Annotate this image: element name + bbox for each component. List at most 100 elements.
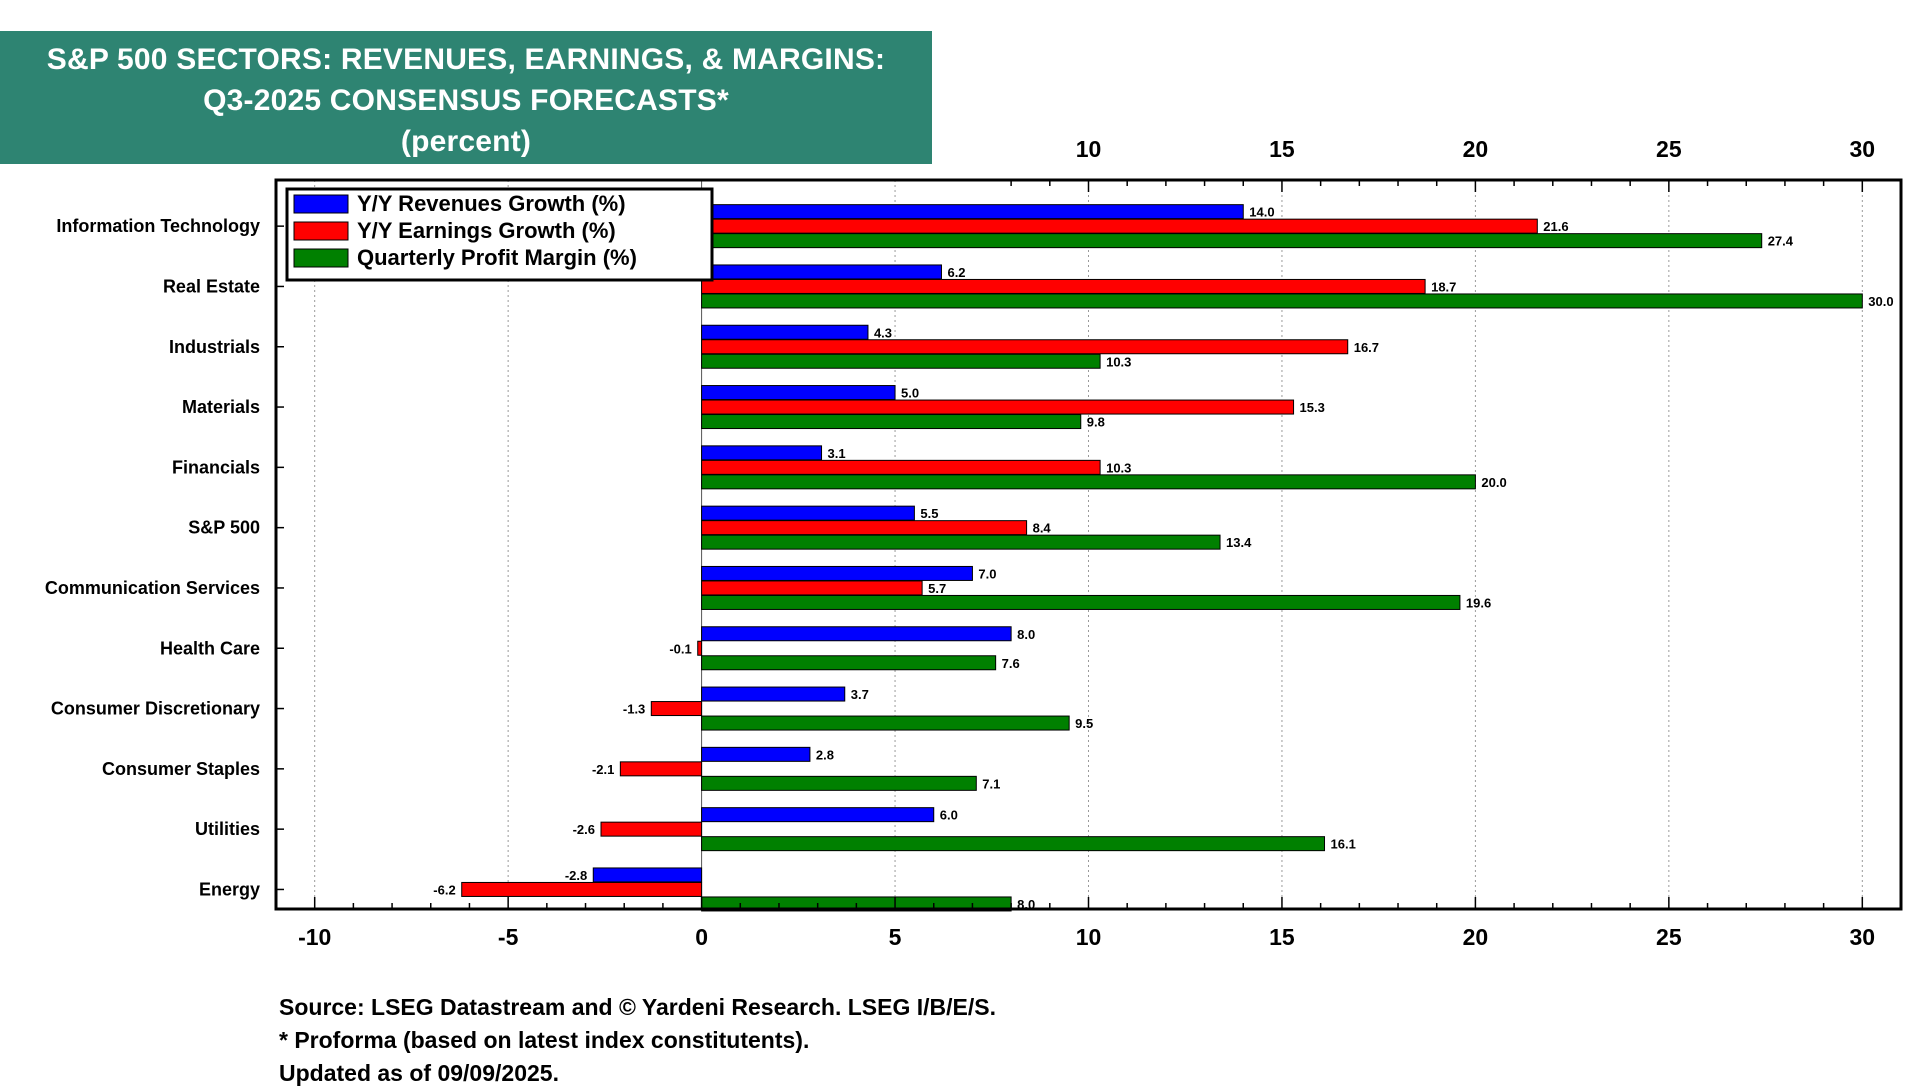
data-label: 8.0: [1017, 627, 1035, 642]
data-label: -1.3: [623, 702, 645, 717]
bar: [701, 686, 846, 702]
data-label: 7.0: [978, 566, 996, 581]
bar: [650, 701, 703, 717]
bar: [701, 385, 896, 401]
data-label: 10.3: [1106, 460, 1131, 475]
bar: [461, 881, 703, 897]
bar: [701, 715, 1070, 731]
bar: [701, 278, 1426, 294]
x-tick-label: 25: [1656, 924, 1682, 950]
x-tick-label: 15: [1269, 924, 1295, 950]
legend-swatch: [293, 194, 349, 214]
category-label: Materials: [182, 397, 260, 417]
legend-swatch: [293, 221, 349, 241]
bar: [701, 445, 823, 461]
category-label: Communication Services: [45, 578, 260, 598]
data-label: 7.1: [982, 776, 1000, 791]
bar: [701, 204, 1244, 220]
top-tick-label: 25: [1656, 136, 1682, 162]
chart-title-box: S&P 500 SECTORS: REVENUES, EARNINGS, & M…: [0, 31, 932, 164]
bar: [701, 339, 1349, 355]
bar: [701, 505, 915, 521]
bar: [701, 399, 1295, 415]
data-label: 13.4: [1226, 535, 1252, 550]
data-label: -2.8: [565, 868, 587, 883]
data-label: 20.0: [1481, 475, 1506, 490]
updated-note: Updated as of 09/09/2025.: [279, 1060, 559, 1086]
category-label: Industrials: [169, 337, 260, 357]
bar: [701, 775, 977, 791]
x-tick-label: 5: [889, 924, 902, 950]
chart-title-line2: Q3-2025 CONSENSUS FORECASTS*: [203, 84, 729, 117]
top-tick-label: 20: [1463, 136, 1489, 162]
data-label: 6.2: [947, 265, 965, 280]
bar: [701, 520, 1028, 536]
source-note: Source: LSEG Datastream and © Yardeni Re…: [279, 994, 996, 1020]
data-label: -6.2: [433, 882, 455, 897]
data-label: -2.1: [592, 762, 614, 777]
top-tick-label: 15: [1269, 136, 1295, 162]
bar: [701, 746, 811, 762]
x-tick-label: -10: [298, 924, 331, 950]
category-label: S&P 500: [188, 518, 260, 538]
category-label: Real Estate: [163, 276, 260, 296]
bar: [701, 293, 1863, 309]
data-label: 16.7: [1354, 340, 1379, 355]
data-label: 5.5: [920, 506, 938, 521]
data-label: 19.6: [1466, 595, 1491, 610]
legend-label: Y/Y Revenues Growth (%): [357, 191, 626, 216]
category-label: Consumer Staples: [102, 759, 260, 779]
data-label: 30.0: [1868, 294, 1893, 309]
category-label: Utilities: [195, 819, 260, 839]
data-label: -2.6: [573, 822, 595, 837]
top-tick-label: 30: [1850, 136, 1876, 162]
bar: [701, 353, 1101, 369]
bar: [600, 821, 703, 837]
bar: [701, 626, 1012, 642]
legend-box: [285, 187, 714, 282]
bar: [697, 640, 703, 656]
data-label: 21.6: [1543, 219, 1568, 234]
data-label: 9.8: [1087, 415, 1105, 430]
x-tick-label: 10: [1076, 924, 1102, 950]
bar: [701, 836, 1326, 852]
bar: [701, 414, 1082, 430]
data-label: 18.7: [1431, 279, 1456, 294]
bar: [701, 580, 923, 596]
legend-label: Quarterly Profit Margin (%): [357, 245, 637, 270]
bar: [701, 474, 1476, 490]
category-label: Financials: [172, 457, 260, 477]
data-label: 4.3: [874, 325, 892, 340]
data-label: 15.3: [1300, 400, 1325, 415]
bar: [701, 594, 1461, 610]
data-label: 5.7: [928, 581, 946, 596]
data-label: 9.5: [1075, 716, 1093, 731]
category-label: Health Care: [160, 638, 260, 658]
chart-title-line3: (percent): [400, 125, 532, 158]
category-label: Consumer Discretionary: [51, 699, 260, 719]
bar: [701, 534, 1221, 550]
proforma-note: * Proforma (based on latest index consti…: [279, 1027, 810, 1053]
data-labels-group: 14.0 21.6 27.4 6.2 18.7 30.0 4.3 16.7 10.3 5.0 15.…: [433, 205, 1893, 912]
bar: [701, 655, 997, 671]
data-label: 3.7: [851, 687, 869, 702]
bar: [701, 264, 942, 280]
x-tick-label: 20: [1463, 924, 1489, 950]
x-tick-label: -5: [498, 924, 519, 950]
top-tick-label: 10: [1076, 136, 1102, 162]
data-label: 14.0: [1249, 205, 1274, 220]
legend: Y/Y Revenues Growth (%)Y/Y Earnings Grow…: [285, 187, 714, 282]
category-label: Information Technology: [56, 216, 260, 236]
data-label: 5.0: [901, 386, 919, 401]
bar: [701, 324, 869, 340]
data-label: 7.6: [1002, 656, 1020, 671]
footnotes: Source: LSEG Datastream and © Yardeni Re…: [279, 991, 996, 1090]
bar: [701, 233, 1763, 249]
chart-title-line1: S&P 500 SECTORS: REVENUES, EARNINGS, & M…: [46, 43, 886, 76]
bar: [701, 565, 973, 581]
data-label: 16.1: [1331, 837, 1356, 852]
data-label: 2.8: [816, 747, 834, 762]
bar: [701, 218, 1538, 234]
legend-swatch: [293, 248, 349, 268]
